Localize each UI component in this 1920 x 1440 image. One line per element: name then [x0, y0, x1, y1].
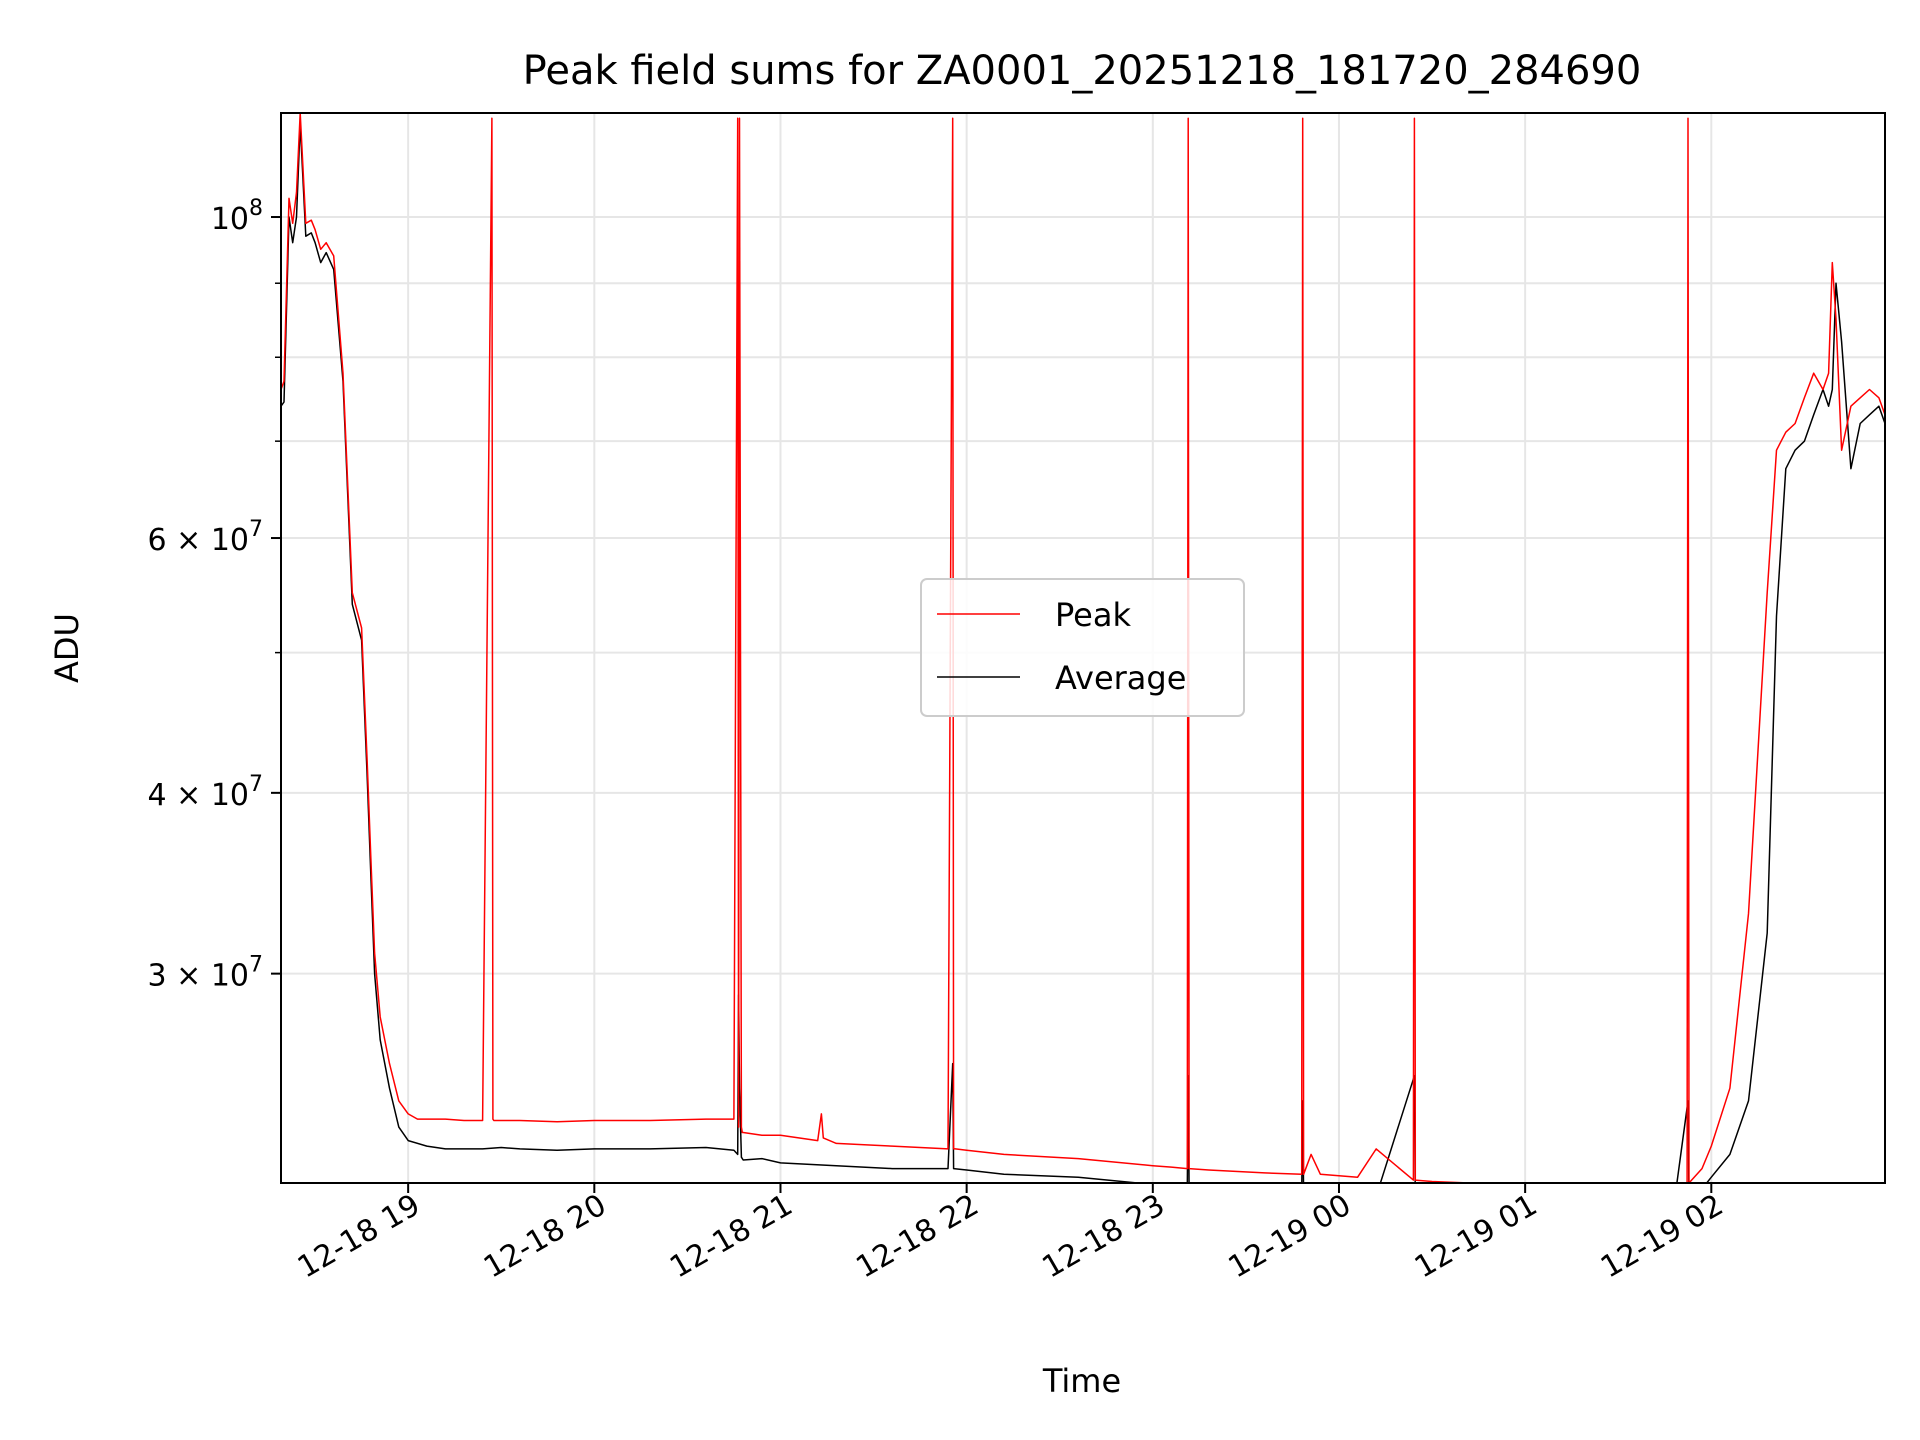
legend-label-peak: Peak	[1055, 596, 1131, 634]
chart-title: Peak field sums for ZA0001_20251218_1817…	[523, 48, 1642, 94]
y-tick-label: 6 × 107	[148, 517, 263, 558]
x-axis-label: Time	[1042, 1362, 1121, 1400]
plot-frame	[280, 112, 1886, 1184]
series-line-peak	[281, 113, 1885, 1183]
y-tick-label: 108	[211, 196, 263, 237]
y-tick-label: 3 × 107	[148, 953, 263, 994]
series-layer	[281, 113, 1885, 1183]
legend-label-average: Average	[1055, 659, 1186, 697]
y-axis-label: ADU	[48, 613, 86, 683]
y-axis: 108 6 × 107 4 × 107 3 × 107	[148, 196, 281, 994]
grid	[281, 113, 1885, 1183]
y-tick-label: 4 × 107	[148, 772, 263, 813]
legend: Peak Average	[920, 578, 1245, 717]
